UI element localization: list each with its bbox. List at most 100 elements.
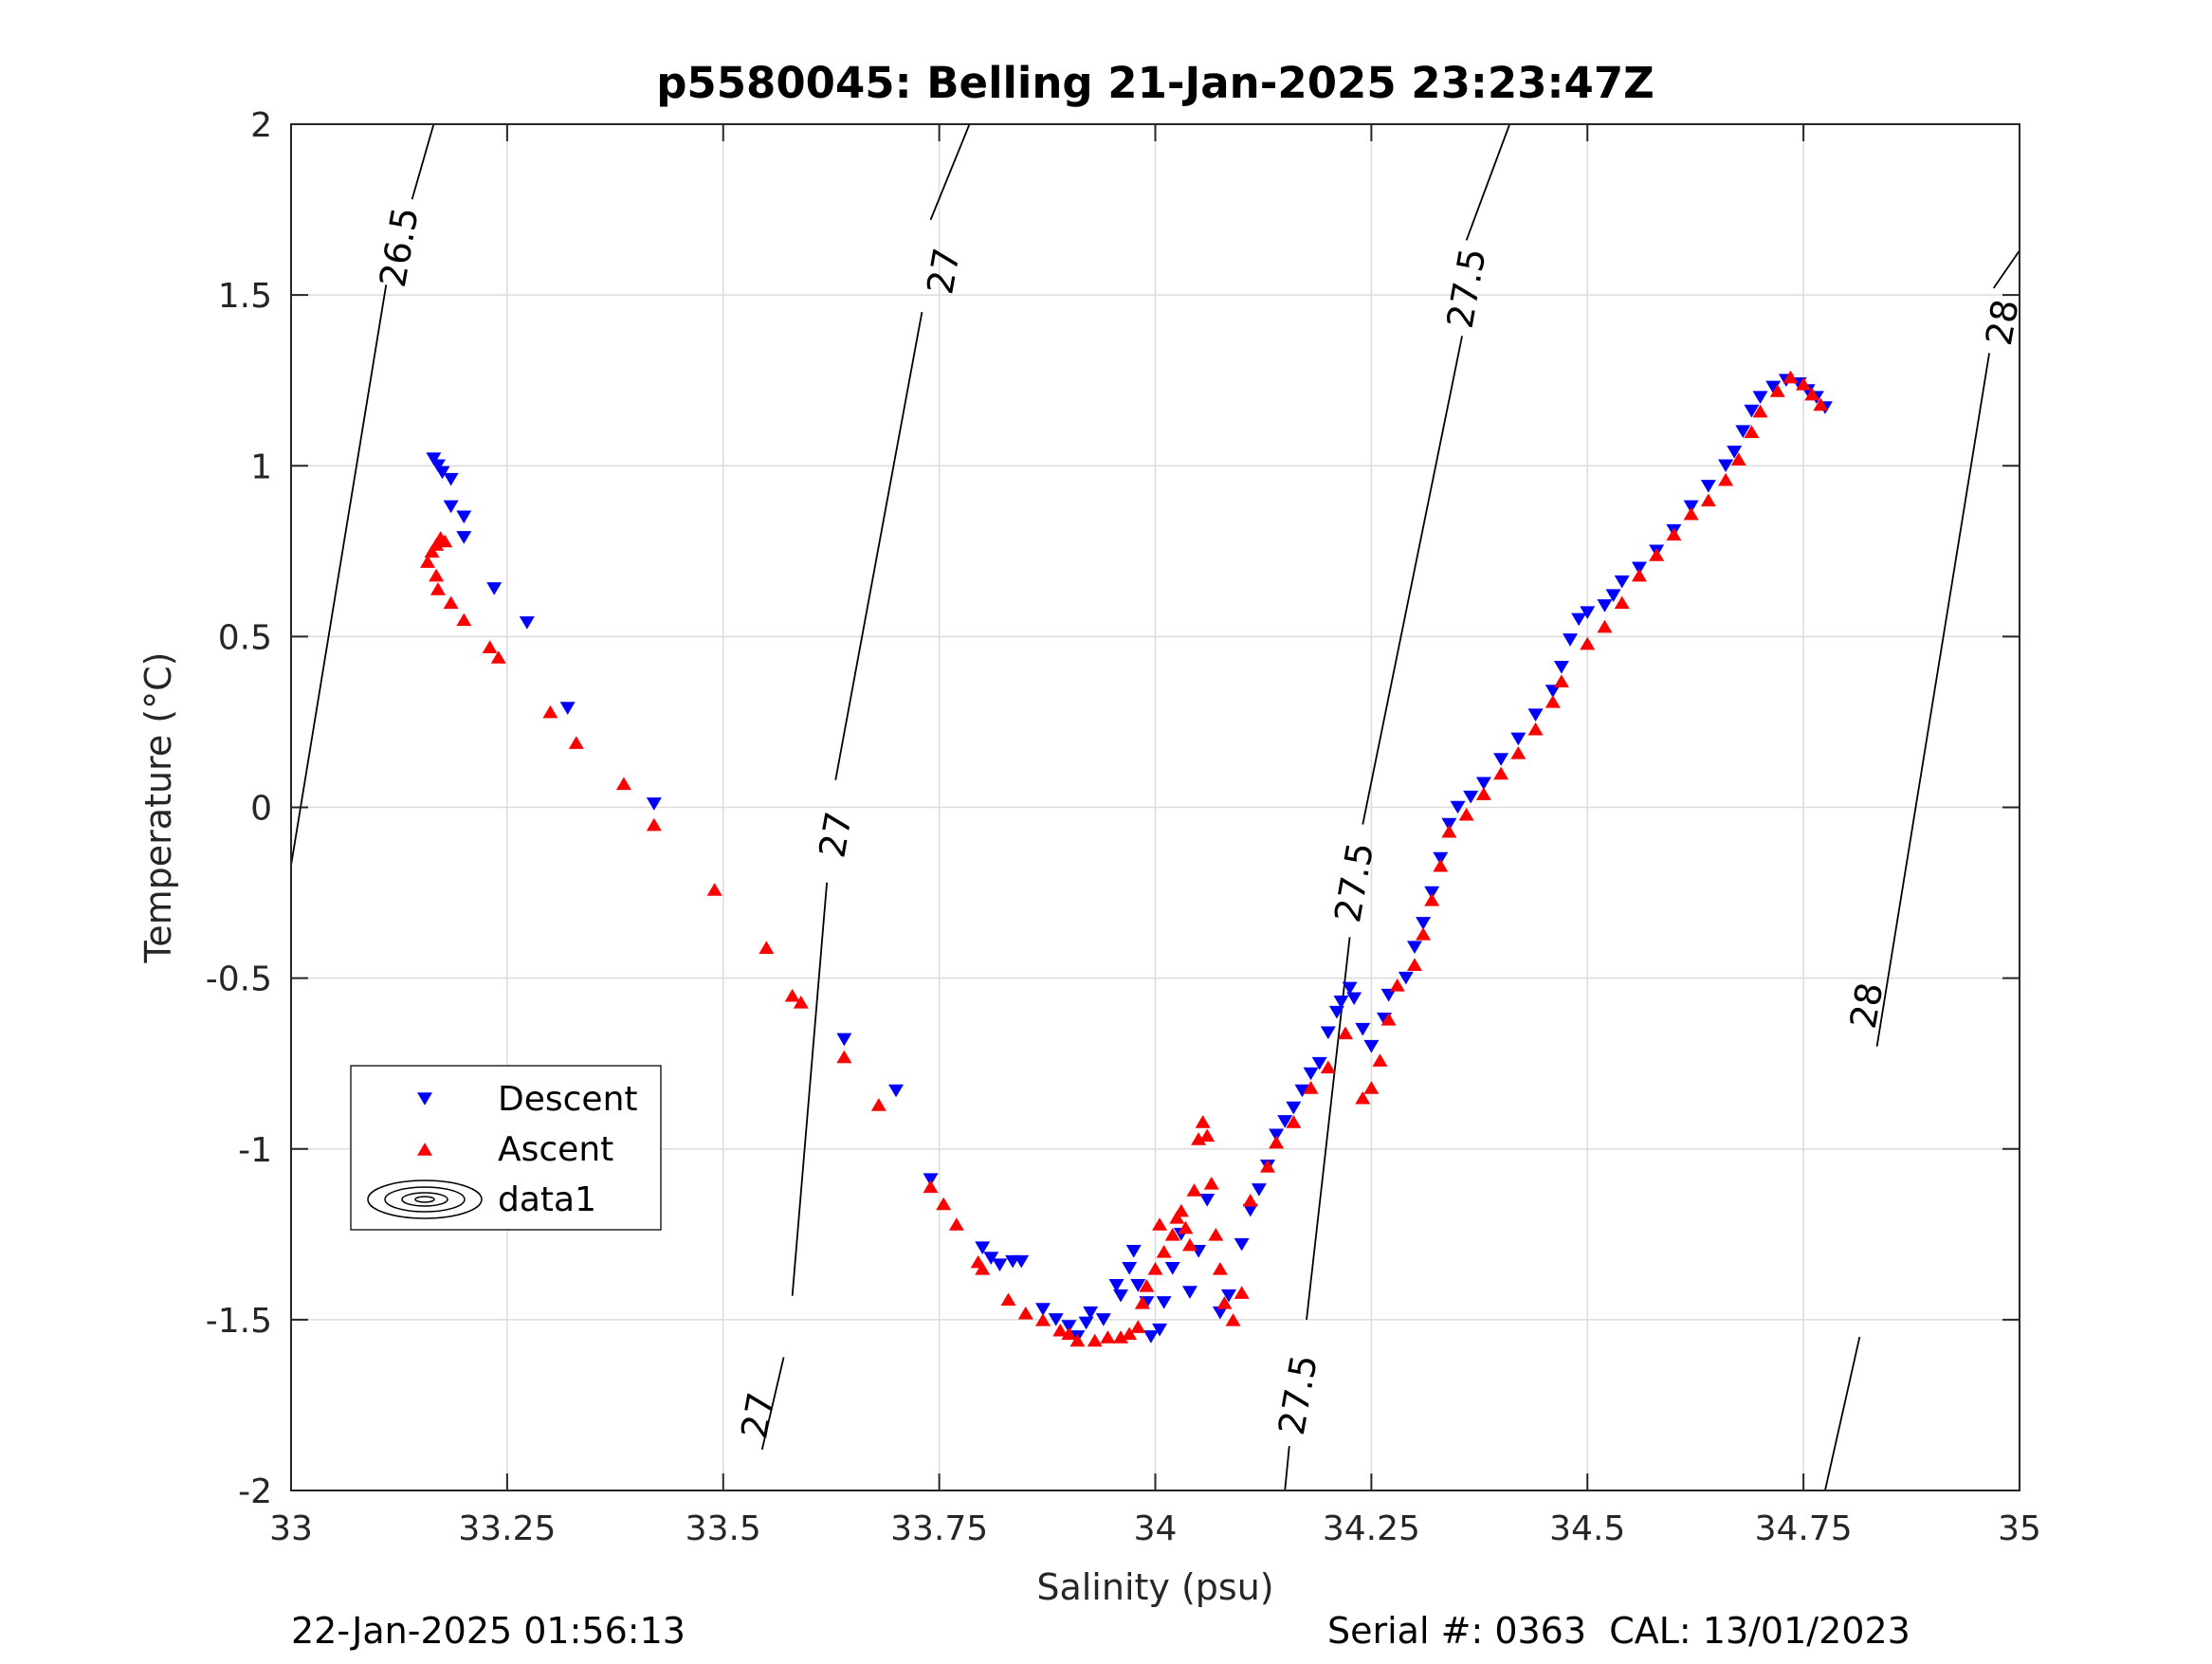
descent-point [1333, 996, 1349, 1009]
ascent-point [1804, 387, 1820, 401]
ascent-point [1100, 1330, 1116, 1344]
ascent-point [1035, 1313, 1051, 1326]
ascent-point [1181, 1237, 1197, 1252]
x-tick-label: 33.5 [686, 1509, 761, 1548]
ascent-point [1178, 1220, 1194, 1234]
ascent-point [1156, 1245, 1172, 1258]
ascent-point [1441, 824, 1457, 838]
descent-point [1095, 1313, 1111, 1326]
ascent-point [1744, 425, 1760, 439]
ascent-point [923, 1179, 939, 1194]
ascent-point [1017, 1306, 1033, 1320]
ascent-point [836, 1050, 852, 1064]
legend-contour-ring [414, 1196, 435, 1203]
descent-point [1152, 1323, 1168, 1337]
descent-point [1605, 589, 1621, 602]
descent-point [1083, 1306, 1099, 1320]
ascent-point [1286, 1115, 1302, 1128]
descent-point [1035, 1303, 1051, 1316]
descent-point [1303, 1067, 1319, 1081]
ascent-point [456, 613, 472, 627]
ascent-point [482, 640, 498, 653]
descent-point [1765, 380, 1782, 394]
isopycnal-label: 27 [733, 1389, 782, 1441]
isopycnal-line [1992, 249, 2020, 289]
ascent-point [1069, 1333, 1086, 1347]
ascent-point [1242, 1193, 1258, 1207]
isopycnal-line [290, 284, 388, 866]
ascent-point [1208, 1228, 1224, 1241]
descent-point [456, 531, 472, 544]
descent-point [1122, 1262, 1138, 1275]
ascent-point [1416, 926, 1432, 941]
descent-point [1061, 1320, 1077, 1333]
isopycnal-line [411, 123, 435, 200]
ascent-point [1269, 1135, 1285, 1149]
isopycnal-line [1875, 353, 1990, 1047]
footer-timestamp: 22-Jan-2025 01:56:13 [291, 1610, 686, 1652]
x-tick-label: 34.75 [1755, 1509, 1853, 1548]
x-tick-label: 34 [1134, 1509, 1178, 1548]
legend-box [350, 1065, 662, 1231]
ascent-point [1631, 568, 1647, 582]
descent-point [430, 459, 446, 473]
legend-contour-ring [401, 1192, 448, 1207]
ascent-point [1134, 1296, 1150, 1309]
descent-point [1597, 599, 1613, 613]
ascent-point [1191, 1132, 1207, 1145]
ascent-point [793, 996, 809, 1009]
legend-data1-label: data1 [498, 1180, 596, 1219]
ascent-point [1234, 1286, 1250, 1299]
ascent-point [443, 595, 459, 610]
descent-point [1700, 480, 1716, 493]
y-tick-label: -2 [238, 1472, 272, 1511]
descent-point [1251, 1183, 1267, 1197]
descent-point [486, 582, 503, 595]
ascent-point [568, 736, 584, 749]
descent-point [1342, 981, 1358, 996]
ascent-point [1169, 1211, 1185, 1224]
ascent-point [1152, 1217, 1168, 1231]
legend-ascent-marker [417, 1143, 432, 1156]
ascent-point [1303, 1081, 1319, 1094]
descent-point [1406, 941, 1422, 955]
ascent-point [870, 1098, 887, 1111]
ascent-point [490, 650, 506, 664]
ascent-point [646, 817, 662, 832]
ascent-point [1510, 746, 1526, 759]
descent-point [1164, 1262, 1180, 1275]
descent-point [1398, 971, 1414, 985]
ascent-point [1338, 1026, 1354, 1040]
data-points [420, 370, 1833, 1347]
descent-point [1014, 1254, 1030, 1269]
ascent-point [1752, 404, 1768, 418]
y-tick-label: 1.5 [218, 277, 272, 316]
descent-point [1727, 446, 1743, 459]
ascent-point [424, 544, 440, 558]
descent-point [975, 1241, 991, 1255]
x-tick-label: 33 [269, 1509, 313, 1548]
ascent-point [1139, 1279, 1155, 1292]
x-tick-label: 35 [1998, 1509, 2041, 1548]
y-tick-label: 0 [250, 790, 272, 829]
descent-point [923, 1173, 939, 1186]
isopycnal-line [929, 123, 971, 221]
ascent-point [1216, 1296, 1233, 1309]
x-tick-label: 34.25 [1323, 1509, 1420, 1548]
descent-point [1563, 633, 1579, 647]
descent-point [1441, 817, 1457, 832]
legend-contour-ring [384, 1186, 466, 1213]
ascent-point [1212, 1262, 1228, 1275]
descent-point [1269, 1128, 1285, 1143]
legend-contour-ring [367, 1179, 483, 1219]
descent-point [426, 452, 442, 466]
ascent-point [1355, 1090, 1371, 1105]
y-tick-label: 1 [250, 448, 272, 486]
ascent-point [1649, 548, 1665, 561]
descent-point [1346, 992, 1362, 1006]
descent-point [1752, 391, 1768, 404]
ascent-point [420, 555, 436, 568]
ascent-point [1458, 807, 1474, 821]
descent-point [1294, 1084, 1310, 1098]
